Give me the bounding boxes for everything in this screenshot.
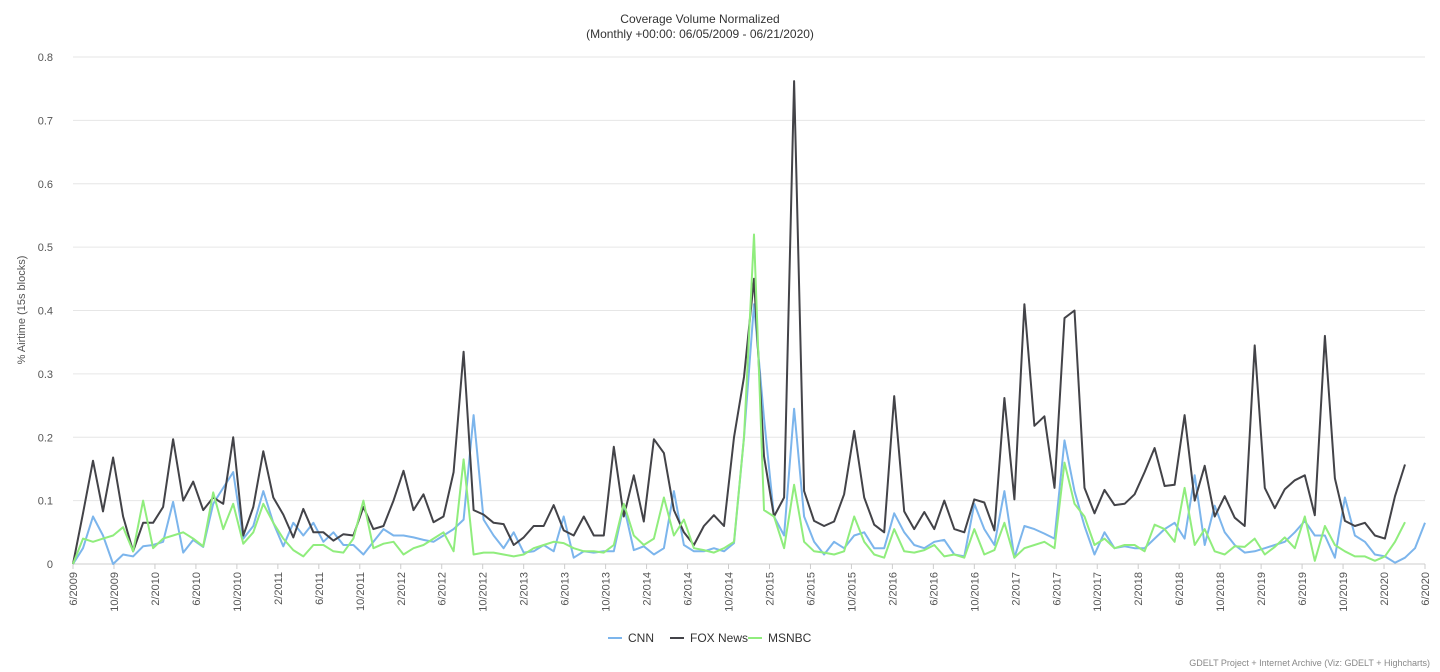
y-tick-label: 0.4 — [38, 306, 53, 318]
x-tick-label: 10/2011 — [355, 572, 367, 611]
y-axis-label: % Airtime (15s blocks) — [16, 256, 28, 365]
x-tick-label: 2/2018 — [1133, 572, 1145, 606]
x-tick-label: 6/2014 — [683, 572, 695, 606]
x-tick-label: 2/2014 — [642, 572, 654, 606]
x-tick-label: 6/2016 — [928, 572, 940, 606]
x-tick-label: 6/2012 — [437, 572, 449, 606]
x-tick-label: 10/2017 — [1092, 572, 1104, 612]
x-tick-label: 2/2016 — [887, 572, 899, 606]
series-line-msnbc — [72, 233, 1406, 565]
x-tick-label: 6/2019 — [1297, 572, 1309, 606]
y-tick-label: 0 — [47, 559, 53, 571]
x-tick-label: 6/2009 — [68, 572, 80, 606]
legend-label-cnn[interactable]: CNN — [628, 631, 654, 645]
chart-subtitle: (Monthly +00:00: 06/05/2009 - 06/21/2020… — [586, 27, 814, 41]
x-tick-label: 6/2011 — [314, 572, 326, 605]
x-tick-label: 2/2017 — [1010, 572, 1022, 606]
y-tick-label: 0.1 — [38, 496, 53, 508]
y-tick-label: 0.7 — [38, 115, 53, 127]
y-tick-label: 0.6 — [38, 179, 53, 191]
x-tick-label: 2/2012 — [396, 572, 408, 606]
series-line-fox-news — [72, 80, 1406, 565]
x-tick-label: 6/2017 — [1051, 572, 1063, 606]
x-tick-label: 10/2018 — [1215, 572, 1227, 612]
x-tick-label: 6/2020 — [1420, 572, 1432, 606]
x-tick-label: 10/2019 — [1338, 572, 1350, 612]
x-tick-label: 2/2015 — [764, 572, 776, 606]
x-tick-label: 2/2020 — [1379, 572, 1391, 606]
x-tick-label: 10/2013 — [601, 572, 613, 612]
grid-lines — [73, 56, 1425, 565]
legend-label-msnbc[interactable]: MSNBC — [768, 631, 812, 645]
x-axis-ticks: 6/2009 10/2009 2/2010 6/2010 10/2010 2/2011 6/… — [68, 564, 1432, 612]
legend-label-fox-news[interactable]: FOX News — [690, 631, 748, 645]
x-tick-label: 6/2010 — [191, 572, 203, 606]
x-tick-label: 2/2010 — [150, 572, 162, 606]
y-tick-label: 0.8 — [38, 52, 53, 64]
series-line-cnn — [72, 303, 1426, 565]
x-tick-label: 10/2015 — [846, 572, 858, 612]
x-tick-label: 10/2012 — [478, 572, 490, 612]
y-axis-ticks: 0 0.1 0.2 0.3 0.4 0.5 0.6 0.7 0.8 — [38, 52, 53, 571]
x-tick-label: 2/2011 — [273, 572, 285, 605]
x-tick-label: 10/2009 — [109, 572, 121, 612]
chart-title: Coverage Volume Normalized — [620, 12, 779, 26]
x-tick-label: 10/2016 — [969, 572, 981, 612]
y-tick-label: 0.3 — [38, 369, 53, 381]
y-tick-label: 0.5 — [38, 242, 53, 254]
x-tick-label: 10/2010 — [232, 572, 244, 612]
series-lines — [72, 80, 1426, 565]
x-tick-label: 2/2019 — [1256, 572, 1268, 606]
x-tick-label: 6/2013 — [560, 572, 572, 606]
x-tick-label: 2/2013 — [519, 572, 531, 606]
legend: CNN FOX News MSNBC — [608, 631, 812, 645]
x-tick-label: 10/2014 — [724, 572, 736, 612]
x-tick-label: 6/2018 — [1174, 572, 1186, 606]
y-tick-label: 0.2 — [38, 432, 53, 444]
x-tick-label: 6/2015 — [805, 572, 817, 606]
credit-text: GDELT Project + Internet Archive (Viz: G… — [1189, 658, 1430, 668]
